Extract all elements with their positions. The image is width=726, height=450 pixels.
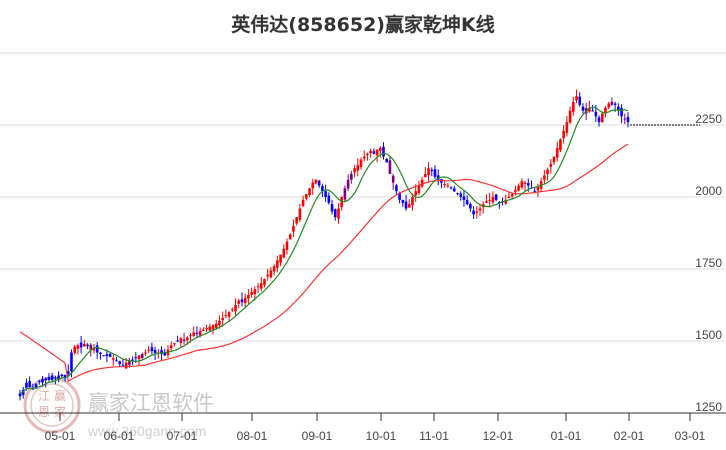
chart-title: 英伟达(858652)赢家乾坤K线 [231,14,495,36]
grid-lines [0,52,726,342]
y-tick-label: 2000 [695,184,722,198]
svg-text:www.360gann.com: www.360gann.com [87,423,206,439]
x-axis: 05-01 06-01 07-01 08-01 09-01 10-01 11-01 12-01… [0,412,726,443]
ma-long-line [19,143,629,383]
x-tick-label: 03-01 [675,429,706,443]
y-tick-label: 1500 [695,328,722,342]
x-tick-label: 12-01 [483,429,514,443]
x-tick-label: 01-01 [551,429,582,443]
watermark: 江赢恩家 赢家江恩软件 www.360gann.com [23,376,214,439]
svg-text:恩: 恩 [38,405,50,419]
ma-short-line [19,106,629,394]
y-tick-label: 1250 [695,400,722,414]
x-tick-label: 06-01 [104,429,135,443]
svg-text:赢家江恩软件: 赢家江恩软件 [88,391,214,415]
x-tick-label: 09-01 [302,429,333,443]
svg-text:江: 江 [38,389,50,403]
x-tick-label: 11-01 [419,429,449,443]
svg-text:家: 家 [54,404,66,419]
svg-text:赢: 赢 [54,388,66,403]
x-tick-label: 02-01 [614,429,645,443]
y-tick-label: 1750 [695,256,722,270]
candlesticks [18,89,630,401]
y-axis: 1250 1500 1750 2000 2250 [695,112,722,414]
x-tick-label: 08-01 [237,429,268,443]
x-tick-label: 07-01 [167,429,198,443]
x-tick-label: 10-01 [366,429,397,443]
x-tick-label: 05-01 [45,429,76,443]
y-tick-label: 2250 [695,112,722,126]
